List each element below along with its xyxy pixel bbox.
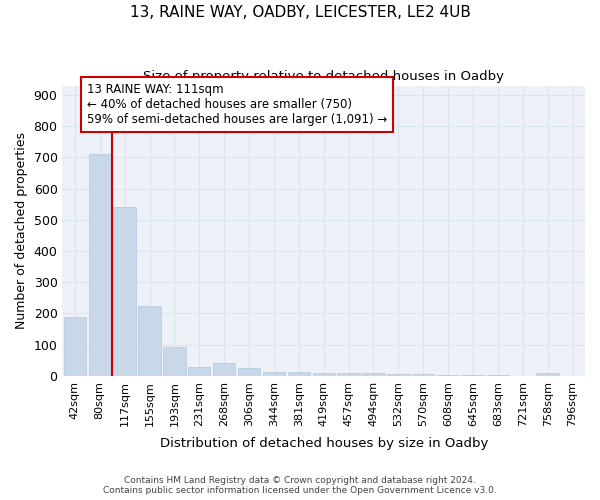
Bar	[462, 375, 484, 376]
Bar	[287, 372, 310, 376]
X-axis label: Distribution of detached houses by size in Oadby: Distribution of detached houses by size …	[160, 437, 488, 450]
Bar	[337, 373, 360, 376]
Y-axis label: Number of detached properties: Number of detached properties	[15, 132, 28, 329]
Bar	[64, 316, 86, 376]
Bar	[238, 368, 260, 376]
Bar	[412, 374, 434, 376]
Bar	[89, 154, 111, 376]
Bar	[139, 306, 161, 376]
Bar	[387, 374, 410, 376]
Text: 13 RAINE WAY: 111sqm
← 40% of detached houses are smaller (750)
59% of semi-deta: 13 RAINE WAY: 111sqm ← 40% of detached h…	[88, 83, 388, 126]
Text: Contains HM Land Registry data © Crown copyright and database right 2024.
Contai: Contains HM Land Registry data © Crown c…	[103, 476, 497, 495]
Title: Size of property relative to detached houses in Oadby: Size of property relative to detached ho…	[143, 70, 504, 83]
Bar	[263, 372, 285, 376]
Bar	[188, 366, 211, 376]
Bar	[536, 374, 559, 376]
Bar	[362, 374, 385, 376]
Bar	[313, 373, 335, 376]
Bar	[113, 208, 136, 376]
Bar	[437, 375, 460, 376]
Bar	[213, 364, 235, 376]
Text: 13, RAINE WAY, OADBY, LEICESTER, LE2 4UB: 13, RAINE WAY, OADBY, LEICESTER, LE2 4UB	[130, 5, 470, 20]
Bar	[163, 347, 185, 376]
